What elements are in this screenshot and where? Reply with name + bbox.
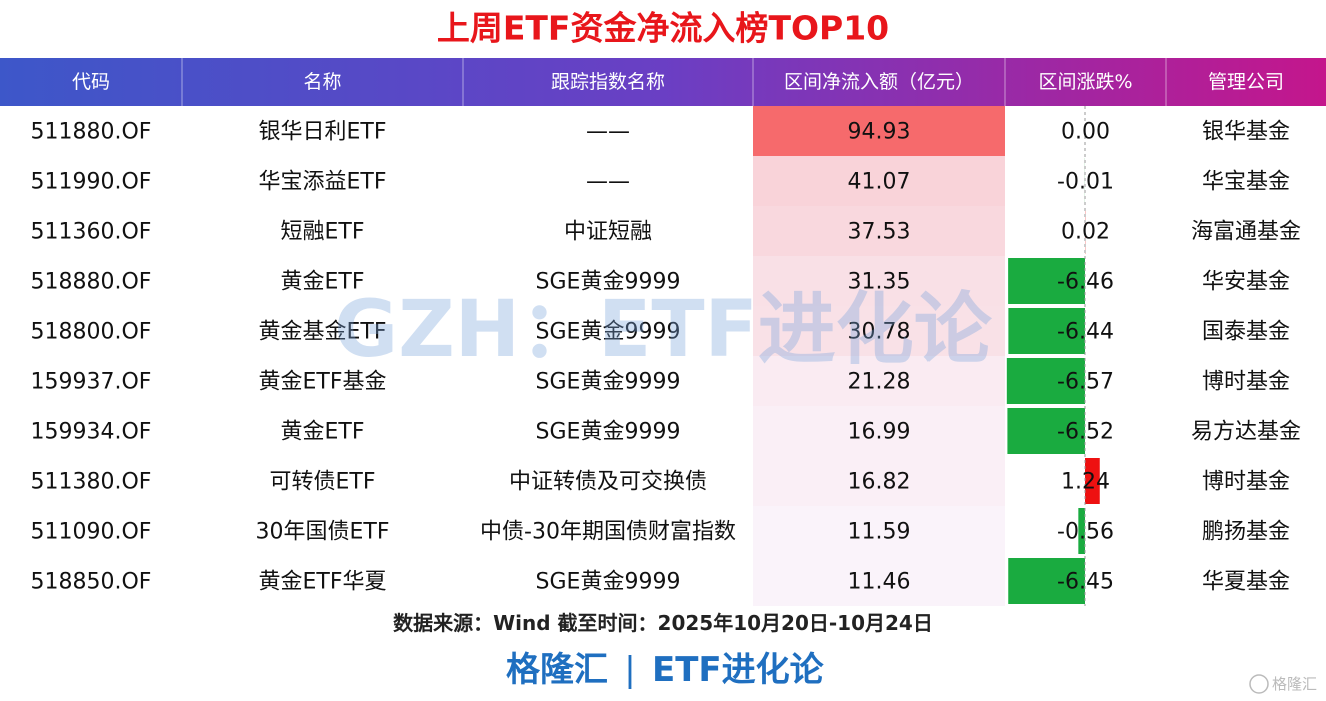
table-cell: 中证转债及可交换债 — [509, 470, 707, 495]
inflow-heat — [753, 506, 1005, 556]
brand-right: ETF进化论 — [652, 650, 825, 690]
table-cell: 94.93 — [848, 120, 911, 145]
table-cell: SGE黄金9999 — [536, 270, 681, 295]
table-cell: 511990.OF — [31, 170, 152, 195]
table-cell: 黄金ETF基金 — [259, 370, 387, 395]
table-cell: 159937.OF — [31, 370, 152, 395]
table-cell: 0.02 — [1061, 220, 1110, 245]
table-cell: 511880.OF — [31, 120, 152, 145]
table-cell: SGE黄金9999 — [536, 370, 681, 395]
inflow-heat — [753, 106, 1005, 156]
header-cell: 代码 — [72, 71, 110, 93]
brand-separator: | — [624, 650, 635, 690]
table-cell: 518880.OF — [31, 270, 152, 295]
table-cell: 黄金ETF — [281, 270, 365, 295]
table-cell: 可转债ETF — [270, 470, 376, 495]
table-cell: 华宝添益ETF — [259, 170, 387, 195]
table-cell: 0.00 — [1061, 120, 1110, 145]
header-cell: 区间涨跌% — [1038, 71, 1132, 93]
change-bar — [1006, 358, 1085, 404]
table-cell: 30.78 — [848, 320, 911, 345]
brand-left: 格隆汇 — [506, 650, 608, 690]
inflow-heat — [753, 306, 1005, 356]
table-cell: 30年国债ETF — [256, 520, 390, 545]
table-cell: 37.53 — [848, 220, 911, 245]
table-cell: -6.45 — [1057, 570, 1114, 595]
change-bar — [1078, 508, 1085, 554]
change-bar — [1008, 258, 1085, 304]
logo-icon — [1249, 674, 1269, 694]
title: 上周ETF资金净流入榜TOP10 — [437, 9, 889, 48]
watermark: GZH：ETF进化论 — [334, 285, 993, 375]
table-cell: 华夏基金 — [1202, 570, 1290, 595]
change-bar — [1008, 558, 1085, 604]
table-cell: 华安基金 — [1202, 270, 1290, 295]
table-cell: 21.28 — [848, 370, 911, 395]
table-cell: 中债-30年期国债财富指数 — [480, 520, 736, 545]
table-cell: 31.35 — [848, 270, 911, 295]
header-cell: 跟踪指数名称 — [551, 71, 665, 93]
table-cell: 易方达基金 — [1191, 420, 1301, 445]
table-cell: 博时基金 — [1202, 370, 1290, 395]
inflow-heat — [753, 206, 1005, 256]
logo-text: 格隆汇 — [1272, 675, 1317, 693]
table-cell: 16.99 — [848, 420, 911, 445]
table-cell: 11.59 — [848, 520, 911, 545]
table-cell: -0.01 — [1057, 170, 1114, 195]
table-cell: -0.56 — [1057, 520, 1114, 545]
inflow-heat — [753, 156, 1005, 206]
table-cell: 黄金基金ETF — [259, 320, 387, 345]
table-cell: 博时基金 — [1202, 470, 1290, 495]
table-cell: 银华日利ETF — [259, 120, 387, 145]
header-bar — [0, 58, 1326, 106]
change-bar — [1008, 308, 1085, 354]
inflow-heat — [753, 256, 1005, 306]
table-cell: -6.46 — [1057, 270, 1114, 295]
change-bar — [1007, 408, 1085, 454]
table-cell: 511090.OF — [31, 520, 152, 545]
inflow-heat — [753, 406, 1005, 456]
change-bar — [1085, 458, 1100, 504]
inflow-heat — [753, 456, 1005, 506]
inflow-heat — [753, 556, 1005, 606]
table-cell: SGE黄金9999 — [536, 570, 681, 595]
table-cell: —— — [586, 170, 630, 195]
table-cell: —— — [586, 120, 630, 145]
header-cell: 区间净流入额（亿元） — [784, 71, 974, 93]
table-cell: 16.82 — [848, 470, 911, 495]
table-cell: SGE黄金9999 — [536, 420, 681, 445]
header-cell: 管理公司 — [1208, 71, 1284, 93]
table-cell: 海富通基金 — [1191, 220, 1301, 245]
table-cell: 华宝基金 — [1202, 170, 1290, 195]
table-cell: 1.24 — [1061, 470, 1110, 495]
table-cell: 511380.OF — [31, 470, 152, 495]
table-cell: 黄金ETF华夏 — [259, 570, 387, 595]
table-cell: -6.52 — [1057, 420, 1114, 445]
table-cell: -6.44 — [1057, 320, 1114, 345]
source-note: 数据来源：Wind 截至时间：2025年10月20日-10月24日 — [393, 611, 933, 635]
table-cell: 159934.OF — [31, 420, 152, 445]
table-cell: 鹏扬基金 — [1202, 520, 1290, 545]
table-cell: 黄金ETF — [281, 420, 365, 445]
inflow-heat — [753, 356, 1005, 406]
table-cell: 11.46 — [848, 570, 911, 595]
table-cell: SGE黄金9999 — [536, 320, 681, 345]
table-cell: -6.57 — [1057, 370, 1114, 395]
table-cell: 银华基金 — [1202, 120, 1290, 145]
table-body: 代码 名称 跟踪指数名称 区间净流入额（亿元） 区间涨跌% 管理公司 511880.OF 银华… — [31, 58, 1301, 606]
table-cell: 518850.OF — [31, 570, 152, 595]
header-cell: 名称 — [303, 71, 341, 93]
table-cell: 中证短融 — [564, 220, 652, 245]
table-cell: 短融ETF — [281, 220, 365, 245]
table-cell: 41.07 — [848, 170, 911, 195]
table-cell: 511360.OF — [31, 220, 152, 245]
table-cell: 国泰基金 — [1202, 320, 1290, 345]
table-cell: 518800.OF — [31, 320, 152, 345]
